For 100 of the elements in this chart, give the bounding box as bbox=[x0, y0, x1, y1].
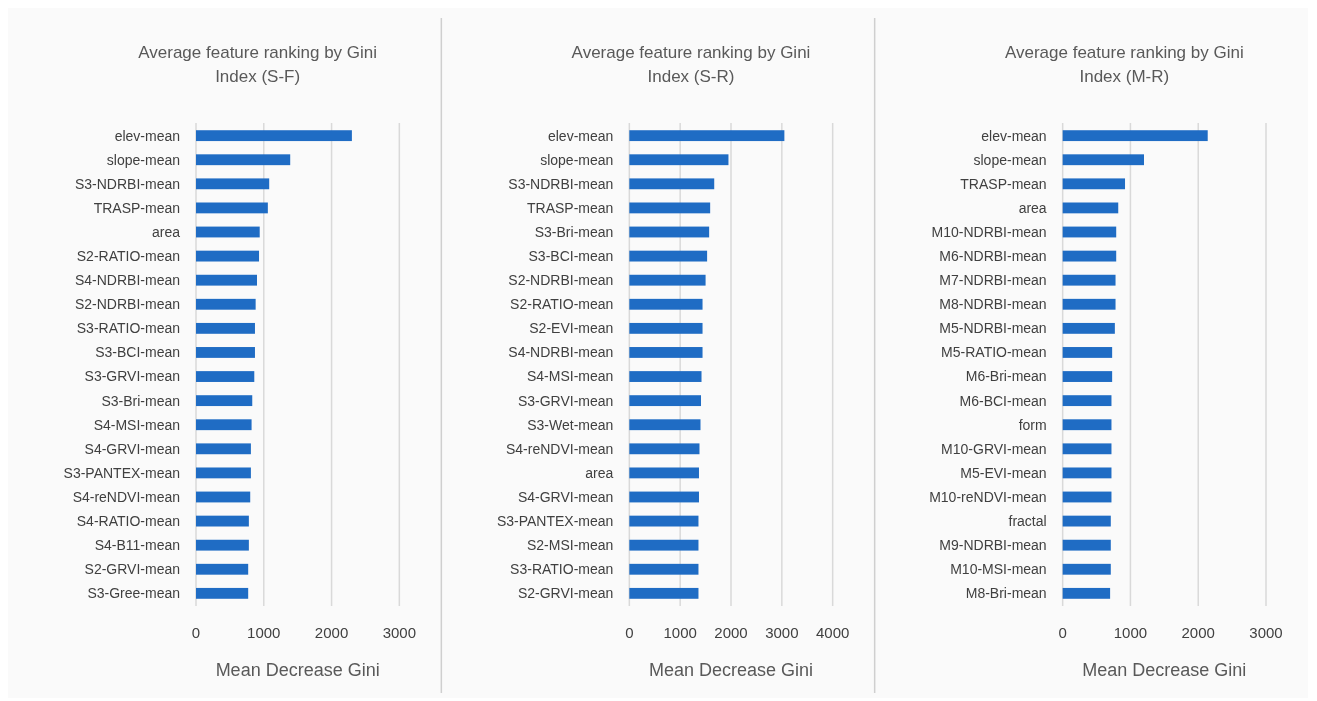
chart-title: Average feature ranking by Gini Index (S-R) bbox=[571, 43, 811, 86]
bar bbox=[629, 250, 708, 262]
y-tick-label: TRASP-mean bbox=[93, 199, 180, 216]
bar bbox=[196, 154, 291, 166]
y-tick-label: M9-NDRBI-mean bbox=[939, 537, 1047, 554]
bar bbox=[196, 419, 252, 431]
y-tick-label: form bbox=[1018, 416, 1047, 433]
y-tick-label: M5-RATIO-mean bbox=[941, 344, 1047, 361]
bar bbox=[629, 154, 729, 166]
bar bbox=[1062, 587, 1111, 599]
y-tick-label: S3-BCI-mean bbox=[95, 344, 180, 361]
bar bbox=[196, 443, 251, 455]
y-tick-label: S4-RATIO-mean bbox=[76, 512, 180, 529]
y-tick-label: S2-NDRBI-mean bbox=[74, 296, 180, 313]
y-tick-label: M7-NDRBI-mean bbox=[939, 272, 1047, 289]
bar bbox=[196, 250, 260, 262]
y-tick-label: S4-reNDVI-mean bbox=[72, 488, 180, 505]
y-tick-label: slope-mean bbox=[973, 151, 1047, 168]
y-tick-label: elev-mean bbox=[981, 127, 1047, 144]
y-tick-label: S2-GRVI-mean bbox=[84, 561, 180, 578]
y-tick-label: S2-GRVI-mean bbox=[517, 585, 614, 602]
bar bbox=[196, 587, 249, 599]
bar bbox=[629, 274, 706, 286]
bar bbox=[196, 371, 255, 382]
x-tick-label: 1000 bbox=[663, 624, 697, 641]
bar bbox=[1062, 395, 1112, 407]
bar bbox=[629, 491, 699, 503]
y-tick-label: S3-BCI-mean bbox=[528, 248, 614, 264]
y-tick-label: M6-NDRBI-mean bbox=[939, 248, 1047, 264]
bar bbox=[1062, 274, 1116, 286]
bar bbox=[196, 491, 251, 503]
y-tick-label: area bbox=[151, 223, 181, 240]
x-tick-label: 4000 bbox=[815, 624, 850, 641]
y-tick-label: M10-MSI-mean bbox=[950, 561, 1047, 578]
bar bbox=[196, 130, 352, 142]
y-tick-label: M10-GRVI-mean bbox=[941, 440, 1047, 457]
y-tick-label: M8-NDRBI-mean bbox=[939, 296, 1047, 313]
y-tick-label: M10-reNDVI-mean bbox=[929, 488, 1047, 505]
bar bbox=[1062, 347, 1113, 358]
y-tick-label: S2-RATIO-mean bbox=[76, 248, 180, 264]
bar bbox=[1062, 443, 1112, 455]
bar bbox=[629, 298, 703, 310]
bar bbox=[196, 202, 268, 214]
bar bbox=[1062, 226, 1117, 238]
y-tick-label: S4-B11-mean bbox=[94, 537, 180, 554]
y-tick-label: S2-RATIO-mean bbox=[510, 296, 614, 313]
y-tick-label: fractal bbox=[1008, 512, 1047, 529]
y-tick-label: S3-GRVI-mean bbox=[84, 368, 180, 385]
y-tick-label: S4-NDRBI-mean bbox=[508, 344, 614, 361]
y-tick-label: S3-PANTEX-mean bbox=[496, 512, 614, 529]
y-tick-label: elev-mean bbox=[114, 127, 180, 144]
y-tick-label: S4-GRVI-mean bbox=[84, 440, 180, 457]
x-axis-title: Mean Decrease Gini bbox=[215, 660, 380, 680]
bar bbox=[629, 178, 715, 190]
bar bbox=[629, 563, 699, 575]
y-tick-label: S4-GRVI-mean bbox=[517, 488, 614, 505]
bar bbox=[196, 515, 249, 527]
x-tick-label: 2000 bbox=[714, 624, 748, 641]
bar bbox=[1062, 539, 1111, 551]
bar bbox=[1062, 491, 1112, 503]
x-tick-label: 3000 bbox=[765, 624, 799, 641]
y-tick-label: S2-NDRBI-mean bbox=[508, 272, 614, 289]
x-tick-label: 1000 bbox=[1113, 624, 1148, 641]
x-tick-label: 3000 bbox=[382, 624, 417, 641]
y-tick-label: M8-Bri-mean bbox=[965, 585, 1047, 602]
chart-title: Average feature ranking by Gini Index (S-F) bbox=[138, 43, 378, 86]
x-tick-label: 1000 bbox=[247, 624, 281, 641]
chart-title: Average feature ranking by Gini Index (M-R) bbox=[1004, 43, 1244, 86]
x-tick-label: 0 bbox=[191, 624, 201, 641]
bar bbox=[196, 467, 251, 479]
y-tick-label: slope-mean bbox=[540, 151, 614, 168]
bar bbox=[1062, 154, 1144, 166]
y-tick-label: M10-NDRBI-mean bbox=[931, 223, 1047, 240]
bar bbox=[629, 443, 700, 455]
bar bbox=[196, 274, 257, 286]
y-tick-label: S2-EVI-mean bbox=[529, 320, 614, 337]
y-tick-label: area bbox=[585, 464, 614, 481]
bar bbox=[196, 347, 255, 358]
y-tick-label: TRASP-mean bbox=[960, 175, 1047, 192]
bar bbox=[1062, 322, 1115, 334]
bar bbox=[629, 587, 699, 599]
y-tick-label: slope-mean bbox=[106, 151, 180, 168]
bar bbox=[629, 515, 699, 527]
y-tick-label: S4-NDRBI-mean bbox=[74, 272, 180, 289]
bar bbox=[1062, 202, 1119, 214]
x-tick-label: 2000 bbox=[314, 624, 349, 641]
bar bbox=[629, 419, 701, 431]
y-tick-label: S3-Bri-mean bbox=[534, 223, 614, 240]
y-tick-label: S3-NDRBI-mean bbox=[74, 175, 180, 192]
bar bbox=[629, 371, 702, 382]
y-tick-label: TRASP-mean bbox=[526, 199, 614, 216]
y-tick-label: S4-MSI-mean bbox=[526, 368, 614, 385]
bar bbox=[1062, 250, 1117, 262]
bar bbox=[629, 226, 710, 238]
y-tick-label: area bbox=[1018, 199, 1047, 216]
bar bbox=[1062, 371, 1113, 382]
x-tick-label: 0 bbox=[1058, 624, 1067, 641]
bar bbox=[1062, 419, 1112, 431]
y-tick-label: S3-Wet-mean bbox=[527, 416, 614, 433]
y-tick-label: M5-NDRBI-mean bbox=[939, 320, 1047, 337]
